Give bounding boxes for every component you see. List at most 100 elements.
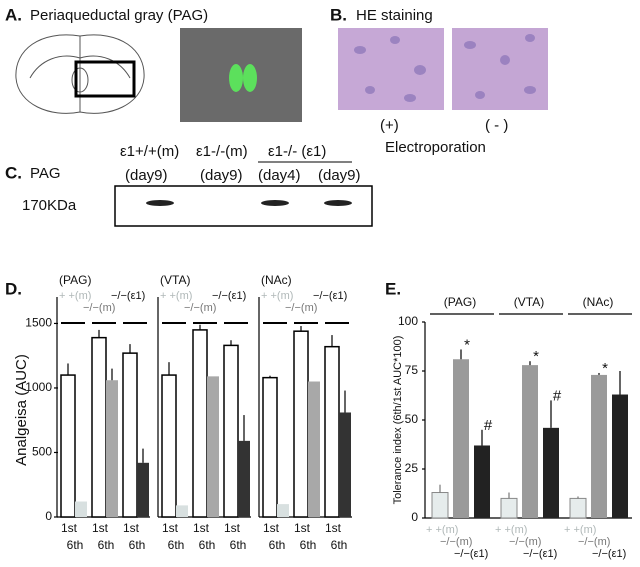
- x-tick-label: 1st: [294, 521, 311, 535]
- x-tick-label: 6th: [168, 538, 185, 552]
- panel-title: Periaqueductal gray (PAG): [30, 7, 208, 24]
- bar: [192, 329, 208, 518]
- y-tick-label: 1500: [25, 316, 52, 330]
- y-axis-label: Tolerance index (6th/1st AUC*100): [392, 336, 404, 505]
- bar: [293, 330, 309, 518]
- x-tick-label: 1st: [193, 521, 210, 535]
- bar: [339, 412, 351, 517]
- x-tick-label: 6th: [300, 538, 317, 552]
- bar: [176, 505, 188, 517]
- bar: [262, 376, 278, 518]
- condition-label: (+): [380, 117, 399, 134]
- x-tick-label: 1st: [162, 521, 179, 535]
- x-tick-label: −/−(m): [509, 536, 541, 548]
- x-tick-label: 6th: [230, 538, 247, 552]
- bar: [122, 352, 138, 518]
- bar: [223, 344, 239, 518]
- bar: [324, 345, 340, 518]
- subpanel-title: (PAG): [59, 273, 91, 287]
- bar: [500, 497, 518, 519]
- x-tick-label: 6th: [67, 538, 84, 552]
- bar: [106, 380, 118, 517]
- group-label: −/−(ε1): [111, 290, 145, 302]
- bar: [431, 492, 449, 519]
- x-tick-label: 6th: [98, 538, 115, 552]
- panel-label: A.: [5, 5, 22, 24]
- bar: [522, 365, 538, 518]
- x-tick-label: 1st: [92, 521, 109, 535]
- x-tick-label: + +(m): [495, 524, 527, 536]
- bar: [277, 504, 289, 517]
- group-label: + +(m): [160, 290, 192, 302]
- bands: [146, 200, 352, 206]
- subpanel-title: (NAc): [261, 273, 292, 287]
- x-tick-label: 1st: [224, 521, 241, 535]
- x-tick-label: + +(m): [564, 524, 596, 536]
- x-tick-label: 6th: [269, 538, 286, 552]
- bar: [612, 394, 628, 518]
- genotype-label: ε1+/+(m): [120, 143, 179, 160]
- y-axis-label: Analgeisa (AUC): [13, 354, 30, 466]
- brain-diagram: [15, 34, 145, 114]
- bar: [543, 427, 559, 518]
- x-tick-label: 1st: [123, 521, 140, 535]
- band-label: 170KDa: [22, 197, 77, 214]
- condition-label: ( - ): [485, 117, 508, 134]
- significance-mark: #: [484, 417, 493, 434]
- significance-mark: *: [464, 336, 470, 353]
- group-label: −/−(m): [184, 302, 216, 314]
- significance-mark: *: [533, 348, 539, 365]
- x-tick-label: 6th: [129, 538, 146, 552]
- panel-title: HE staining: [356, 7, 433, 24]
- nuclei: [354, 34, 536, 102]
- group-label: −/−(m): [285, 302, 317, 314]
- x-tick-label: 6th: [331, 538, 348, 552]
- category-label: (VTA): [514, 295, 544, 309]
- y-tick-label: 25: [405, 461, 419, 475]
- group-label: + +(m): [261, 290, 293, 302]
- day-label: (day9): [125, 167, 168, 184]
- bar: [474, 445, 490, 518]
- y-tick-label: 100: [398, 314, 418, 328]
- x-tick-label: 1st: [263, 521, 280, 535]
- significance-mark: *: [602, 360, 608, 377]
- y-tick-label: 0: [45, 509, 52, 523]
- panel-label: E.: [385, 279, 401, 298]
- bar: [207, 376, 219, 517]
- panel-label: C.: [5, 163, 22, 182]
- subpanel-title: (VTA): [160, 273, 190, 287]
- region-box: [74, 60, 136, 98]
- bar: [91, 336, 107, 518]
- bar: [308, 381, 320, 517]
- group-label: −/−(ε1): [212, 290, 246, 302]
- panel-title: PAG: [30, 165, 61, 182]
- y-tick-label: 75: [405, 363, 419, 377]
- gfp-signal: [229, 64, 243, 92]
- genotype-label: ε1-/-(m): [196, 143, 248, 160]
- x-tick-label: + +(m): [426, 524, 458, 536]
- bar: [60, 374, 76, 518]
- group-label: + +(m): [59, 290, 91, 302]
- y-tick-label: 0: [411, 510, 418, 524]
- x-tick-label: 1st: [61, 521, 78, 535]
- bar: [238, 440, 250, 517]
- day-label: (day9): [200, 167, 243, 184]
- category-label: (NAc): [583, 295, 614, 309]
- y-tick-label: 50: [405, 412, 419, 426]
- panel-label: D.: [5, 279, 22, 298]
- genotype-label: ε1-/- (ε1): [268, 143, 326, 160]
- group-label: −/−(ε1): [313, 290, 347, 302]
- bar: [161, 374, 177, 518]
- x-tick-label: −/−(ε1): [523, 548, 557, 560]
- panel-label: B.: [330, 5, 347, 24]
- bar: [591, 374, 607, 518]
- x-tick-label: −/−(ε1): [454, 548, 488, 560]
- category-label: (PAG): [444, 295, 476, 309]
- group-label: −/−(m): [83, 302, 115, 314]
- x-tick-label: 6th: [199, 538, 216, 552]
- x-tick-label: −/−(m): [440, 536, 472, 548]
- y-tick-label: 1000: [25, 380, 52, 394]
- x-tick-label: −/−(m): [578, 536, 610, 548]
- x-tick-label: 1st: [325, 521, 342, 535]
